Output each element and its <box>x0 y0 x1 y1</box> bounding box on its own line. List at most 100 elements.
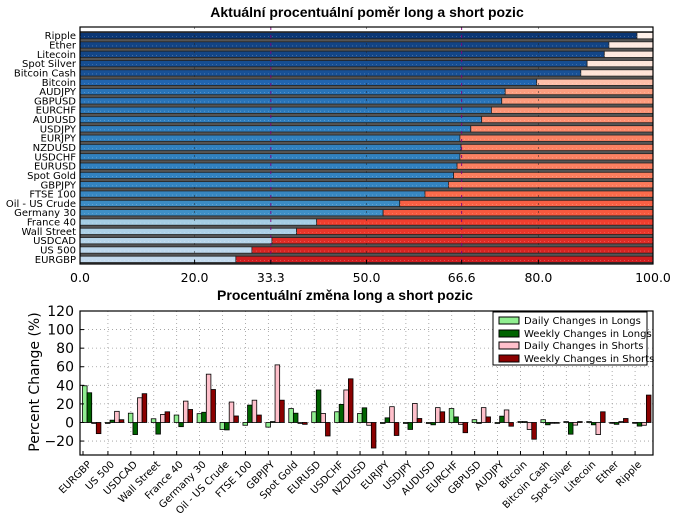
bar-daily-changes-in-shorts-gbpusd <box>480 407 487 423</box>
category-label: Ripple <box>45 31 76 42</box>
bar-weekly-changes-in-longs-eurgbp <box>86 392 93 423</box>
bar-weekly-changes-in-shorts-litecoin <box>600 411 606 423</box>
bar-weekly-changes-in-longs-ether <box>613 422 620 425</box>
y-tick-label: 120 <box>47 304 74 320</box>
short-bar-gbpusd <box>501 97 654 105</box>
short-bar-germany-30 <box>382 209 654 217</box>
bar-daily-changes-in-longs-spot-gold <box>288 408 294 423</box>
long-bar-ftse-100 <box>79 190 426 198</box>
legend-label-weekly-shorts: Weekly Changes in Shorts <box>524 354 654 365</box>
bottom-plot-frame <box>79 310 654 456</box>
short-bar-audjpy <box>504 88 654 96</box>
long-bar-spot-gold <box>79 171 454 180</box>
bar-daily-changes-in-shorts-audusd <box>435 407 441 423</box>
bar-daily-changes-in-shorts-audjpy <box>503 409 510 423</box>
long-bar-eurchf <box>79 106 492 114</box>
bar-daily-changes-in-longs-audjpy <box>494 422 501 424</box>
bar-weekly-changes-in-shorts-bitcoin <box>531 422 537 440</box>
category-label: US 500 <box>40 246 76 257</box>
bar-weekly-changes-in-shorts-audusd <box>439 411 446 423</box>
category-label: AUDJPY <box>39 87 77 98</box>
bar-daily-changes-in-longs-ftse-100 <box>242 422 248 426</box>
long-bar-litecoin <box>79 50 605 58</box>
top-plot-frame <box>79 26 654 265</box>
bar-weekly-changes-in-shorts-usdchf <box>348 378 354 423</box>
short-bar-usdcad <box>271 237 654 245</box>
bar-weekly-changes-in-longs-wall-street <box>155 422 161 435</box>
category-label: Ether <box>49 40 77 51</box>
bar-daily-changes-in-shorts-us-500 <box>114 410 120 423</box>
bottom-chart-ylabel: Percent Change (%) <box>27 312 43 451</box>
bar-daily-changes-in-shorts-wall-street <box>160 414 166 423</box>
bar-daily-changes-in-longs-audusd <box>425 422 432 424</box>
short-bar-gbpjpy <box>448 181 654 189</box>
x-tick-label: 100.0 <box>635 270 671 285</box>
x-tick-label: 50.0 <box>353 270 381 285</box>
legend-label-weekly-longs: Weekly Changes in Longs <box>524 329 652 340</box>
bar-daily-changes-in-longs-spot-silver <box>563 421 569 423</box>
bar-daily-changes-in-shorts-ether <box>618 421 624 423</box>
bar-daily-changes-in-longs-eurchf <box>448 408 455 423</box>
bar-weekly-changes-in-longs-audusd <box>430 422 436 426</box>
bar-daily-changes-in-longs-us-500 <box>105 422 111 424</box>
bar-daily-changes-in-longs-oil-us-crude <box>219 422 226 430</box>
category-label: EURCHF <box>36 106 77 117</box>
bar-daily-changes-in-shorts-usdjpy <box>412 403 418 423</box>
bar-weekly-changes-in-longs-usdjpy <box>407 422 413 430</box>
bar-weekly-changes-in-shorts-nzdusd <box>370 422 377 449</box>
top-chart-title: Aktuální procentuální poměr long a short… <box>210 4 524 20</box>
category-label: Germany 30 <box>14 208 76 219</box>
bottom-chart-title: Procentuální změna long a short pozic <box>217 287 473 303</box>
category-label: Oil - US Crude <box>6 199 76 210</box>
y-tick-label: 80 <box>56 341 74 357</box>
short-bar-ripple <box>636 32 654 40</box>
bar-daily-changes-in-shorts-nzdusd <box>366 422 372 426</box>
bar-daily-changes-in-longs-gbpjpy <box>265 422 271 428</box>
bar-daily-changes-in-longs-usdcad <box>127 412 134 423</box>
bar-weekly-changes-in-longs-gbpusd <box>476 422 482 424</box>
bar-weekly-changes-in-shorts-us-500 <box>118 419 125 423</box>
bar-weekly-changes-in-shorts-usdcad <box>141 393 148 423</box>
short-bar-spot-gold <box>453 171 654 180</box>
bar-daily-changes-in-shorts-litecoin <box>595 422 601 435</box>
x-tick-label: 66.6 <box>448 270 476 285</box>
long-bar-audjpy <box>79 88 506 96</box>
category-label: Litecoin <box>37 50 76 61</box>
bar-daily-changes-in-shorts-bitcoin <box>526 422 533 430</box>
bar-weekly-changes-in-longs-oil-us-crude <box>224 422 230 431</box>
bar-weekly-changes-in-shorts-gbpjpy <box>279 399 285 423</box>
long-bar-wall-street <box>79 227 297 235</box>
bar-daily-changes-in-longs-gbpusd <box>471 419 478 423</box>
x-tick-label: 33.3 <box>257 270 285 285</box>
long-bar-bitcoin <box>79 78 538 86</box>
category-label: USDCHF <box>34 152 76 163</box>
category-label: France 40 <box>27 218 76 229</box>
short-bar-nzdusd <box>460 143 654 152</box>
bar-daily-changes-in-shorts-germany-30 <box>205 373 212 423</box>
bar-weekly-changes-in-longs-bitcoin-cash <box>545 422 551 426</box>
bar-daily-changes-in-shorts-eurusd <box>320 413 326 423</box>
long-bar-germany-30 <box>79 209 384 217</box>
legend-swatch-weekly-longs <box>498 329 520 338</box>
long-bar-oil-us-crude <box>79 199 401 207</box>
bar-daily-changes-in-shorts-france-40 <box>182 400 189 423</box>
bar-weekly-changes-in-shorts-spot-gold <box>302 422 308 425</box>
bar-daily-changes-in-shorts-eurjpy <box>389 406 395 423</box>
short-bar-eurjpy <box>459 134 654 142</box>
short-bar-spot-silver <box>586 60 654 68</box>
bar-daily-changes-in-longs-bitcoin <box>517 421 523 423</box>
legend-swatch-daily-longs <box>498 316 520 325</box>
legend-swatch-daily-shorts <box>498 341 520 350</box>
bar-weekly-changes-in-shorts-france-40 <box>187 409 193 423</box>
short-bar-bitcoin <box>536 78 654 86</box>
bar-weekly-changes-in-longs-ftse-100 <box>247 404 253 423</box>
long-bar-eurusd <box>79 162 458 170</box>
legend-label-daily-longs: Daily Changes in Longs <box>524 316 641 327</box>
bar-weekly-changes-in-longs-us-500 <box>109 419 116 423</box>
category-label: Bitcoin Cash <box>14 68 76 79</box>
bar-daily-changes-in-longs-bitcoin-cash <box>540 419 546 423</box>
bar-weekly-changes-in-shorts-oil-us-crude <box>233 415 239 423</box>
short-bar-eurusd <box>456 162 654 170</box>
bar-weekly-changes-in-shorts-germany-30 <box>210 389 216 423</box>
